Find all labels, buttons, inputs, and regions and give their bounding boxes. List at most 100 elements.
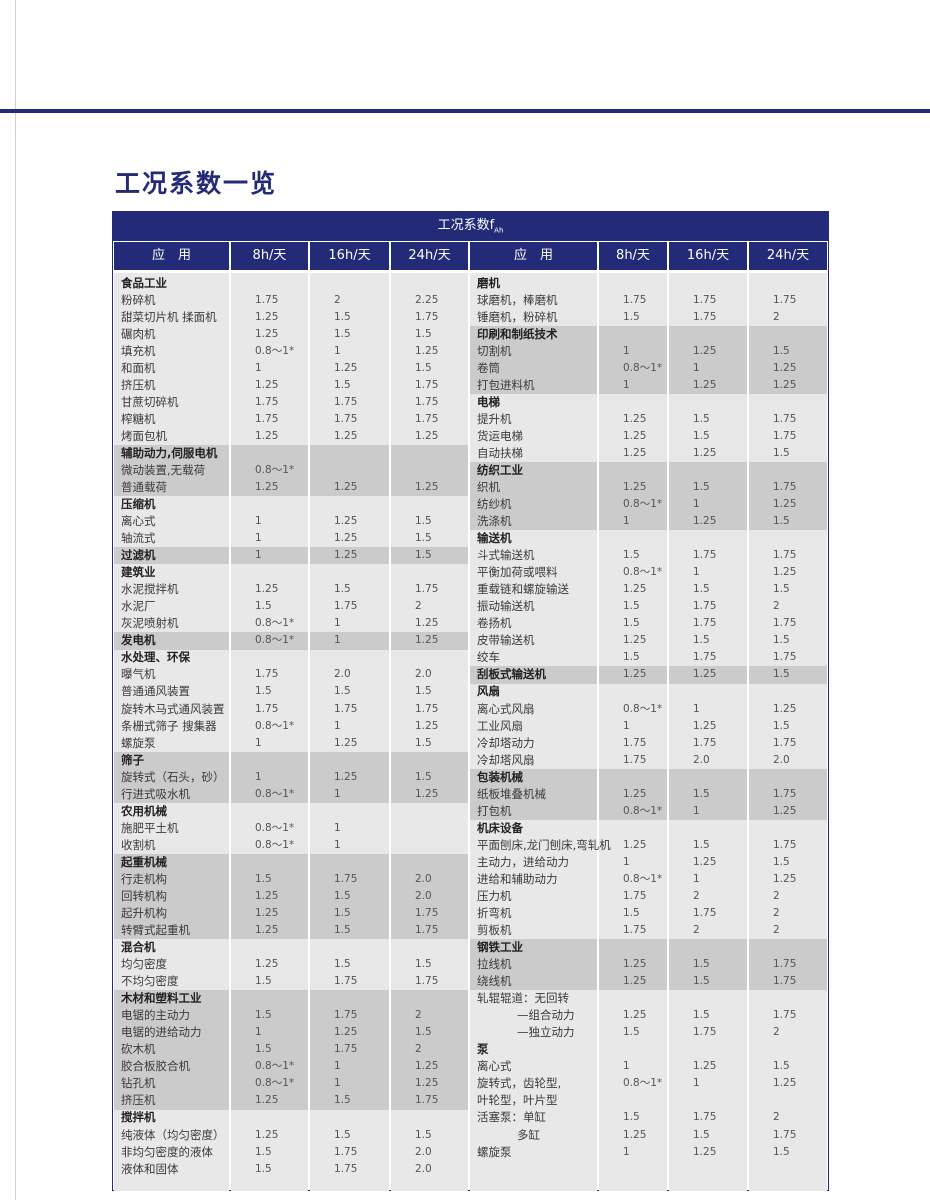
- row-value: 0.8～1*: [623, 566, 663, 579]
- row-shade: [599, 939, 667, 957]
- row-shade: [310, 1024, 389, 1042]
- row-value: 1.75: [693, 736, 717, 749]
- row-shade: [231, 870, 308, 889]
- row-value: 1.75: [773, 651, 797, 664]
- row-value: 1.25: [693, 344, 717, 357]
- row-label: 收割机: [121, 837, 156, 852]
- row-value: 1.75: [334, 975, 358, 988]
- row-shade: [231, 478, 308, 497]
- row-value: 1.75: [773, 838, 797, 851]
- group-label: 磨机: [477, 275, 500, 290]
- row-value: 1.75: [334, 1009, 358, 1022]
- row-value: 1.25: [773, 566, 797, 579]
- row-shade: [391, 1041, 468, 1059]
- row-value: 1.75: [255, 702, 279, 715]
- row-shade: [114, 444, 229, 463]
- row-label: 轴流式: [121, 531, 156, 546]
- row-value: 1.5: [255, 872, 272, 885]
- row-label: 施肥平土机: [121, 820, 179, 835]
- row-value: 1.25: [415, 1077, 439, 1090]
- row-shade: [470, 973, 597, 991]
- row-value: 1.25: [255, 924, 279, 937]
- row-value: 1: [334, 1060, 341, 1073]
- row-shade: [470, 939, 597, 957]
- row-label: 多缸: [517, 1127, 540, 1142]
- row-shade: [749, 513, 827, 531]
- row-shade: [114, 785, 229, 804]
- row-value: 1.75: [693, 906, 717, 919]
- row-value: 1: [623, 1060, 630, 1073]
- row-value: 1.5: [773, 1145, 790, 1158]
- row-value: 1.5: [623, 1111, 640, 1124]
- row-shade: [231, 1041, 308, 1059]
- row-shade: [310, 444, 389, 463]
- row-value: 1.5: [693, 634, 710, 647]
- row-shade: [391, 1007, 468, 1025]
- row-label: 水泥搅拌机: [121, 582, 179, 597]
- row-value: 0.8～1*: [623, 498, 663, 511]
- row-label: 拉线机: [477, 957, 512, 972]
- table: 工况系数fAh 应 用 8h/天 16h/天 24h/天 食品工业 粉碎机 1.75 2 2.2…: [112, 211, 829, 1191]
- row-value: 1.25: [773, 804, 797, 817]
- row-value: 1: [334, 1077, 341, 1090]
- row-value: 1: [623, 855, 630, 868]
- row-shade: [470, 496, 597, 514]
- row-value: 1.25: [693, 1060, 717, 1073]
- row-value: 1.25: [693, 855, 717, 868]
- row-value: 1.75: [773, 412, 797, 425]
- row-value: 1.25: [334, 532, 358, 545]
- row-value: 1: [693, 804, 700, 817]
- row-value: 1.5: [334, 1094, 351, 1107]
- group-label: 风扇: [477, 684, 500, 699]
- row-value: 1.5: [693, 583, 710, 596]
- row-value: 1.5: [773, 634, 790, 647]
- row-label: 提升机: [477, 411, 512, 426]
- row-value: 1: [255, 549, 262, 562]
- row-value: 1: [255, 532, 262, 545]
- row-label: 冷却塔动力: [477, 735, 535, 750]
- row-shade: [231, 904, 308, 923]
- row-shade: [114, 1007, 229, 1025]
- row-label: 灰泥喷射机: [121, 616, 179, 631]
- row-shade: [310, 1041, 389, 1059]
- row-value: 1.5: [415, 1128, 432, 1141]
- row-value: 0.8～1*: [255, 719, 295, 732]
- row-value: 1.25: [773, 498, 797, 511]
- row-label: 碾肉机: [121, 326, 156, 341]
- row-value: 1.5: [334, 583, 351, 596]
- row-shade: [669, 956, 747, 974]
- row-value: 1.75: [773, 975, 797, 988]
- row-shade: [599, 785, 667, 804]
- row-shade: [749, 496, 827, 514]
- row-label: 轧辊辊道：无回转: [477, 991, 569, 1006]
- group-label: 混合机: [121, 940, 156, 955]
- row-value: 1.5: [623, 310, 640, 323]
- row-value: 1: [693, 361, 700, 374]
- row-shade: [391, 1024, 468, 1042]
- row-shade: [599, 802, 667, 821]
- row-label: 冷却塔风扇: [477, 752, 535, 767]
- row-shade: [599, 513, 667, 531]
- row-label: 打包进料机: [477, 377, 535, 392]
- row-label: 离心式: [477, 1059, 512, 1074]
- row-shade: [669, 496, 747, 514]
- row-shade: [231, 1024, 308, 1042]
- row-value: 0.8～1*: [255, 617, 295, 630]
- row-shade: [470, 785, 597, 804]
- row-value: 1: [255, 361, 262, 374]
- row-value: 1: [334, 719, 341, 732]
- row-value: 1.25: [415, 634, 439, 647]
- row-value: 1: [693, 498, 700, 511]
- row-value: 1.75: [334, 872, 358, 885]
- row-shade: [470, 802, 597, 821]
- row-value: 1.75: [773, 787, 797, 800]
- row-shade: [749, 359, 827, 378]
- row-shade: [310, 751, 389, 769]
- row-value: 1.25: [334, 770, 358, 783]
- row-shade: [310, 1058, 389, 1076]
- row-value: 1.25: [623, 429, 647, 442]
- row-value: 1.5: [693, 787, 710, 800]
- row-value: 1.25: [623, 1009, 647, 1022]
- row-value: 1.5: [693, 480, 710, 493]
- row-value: 1.75: [415, 378, 439, 391]
